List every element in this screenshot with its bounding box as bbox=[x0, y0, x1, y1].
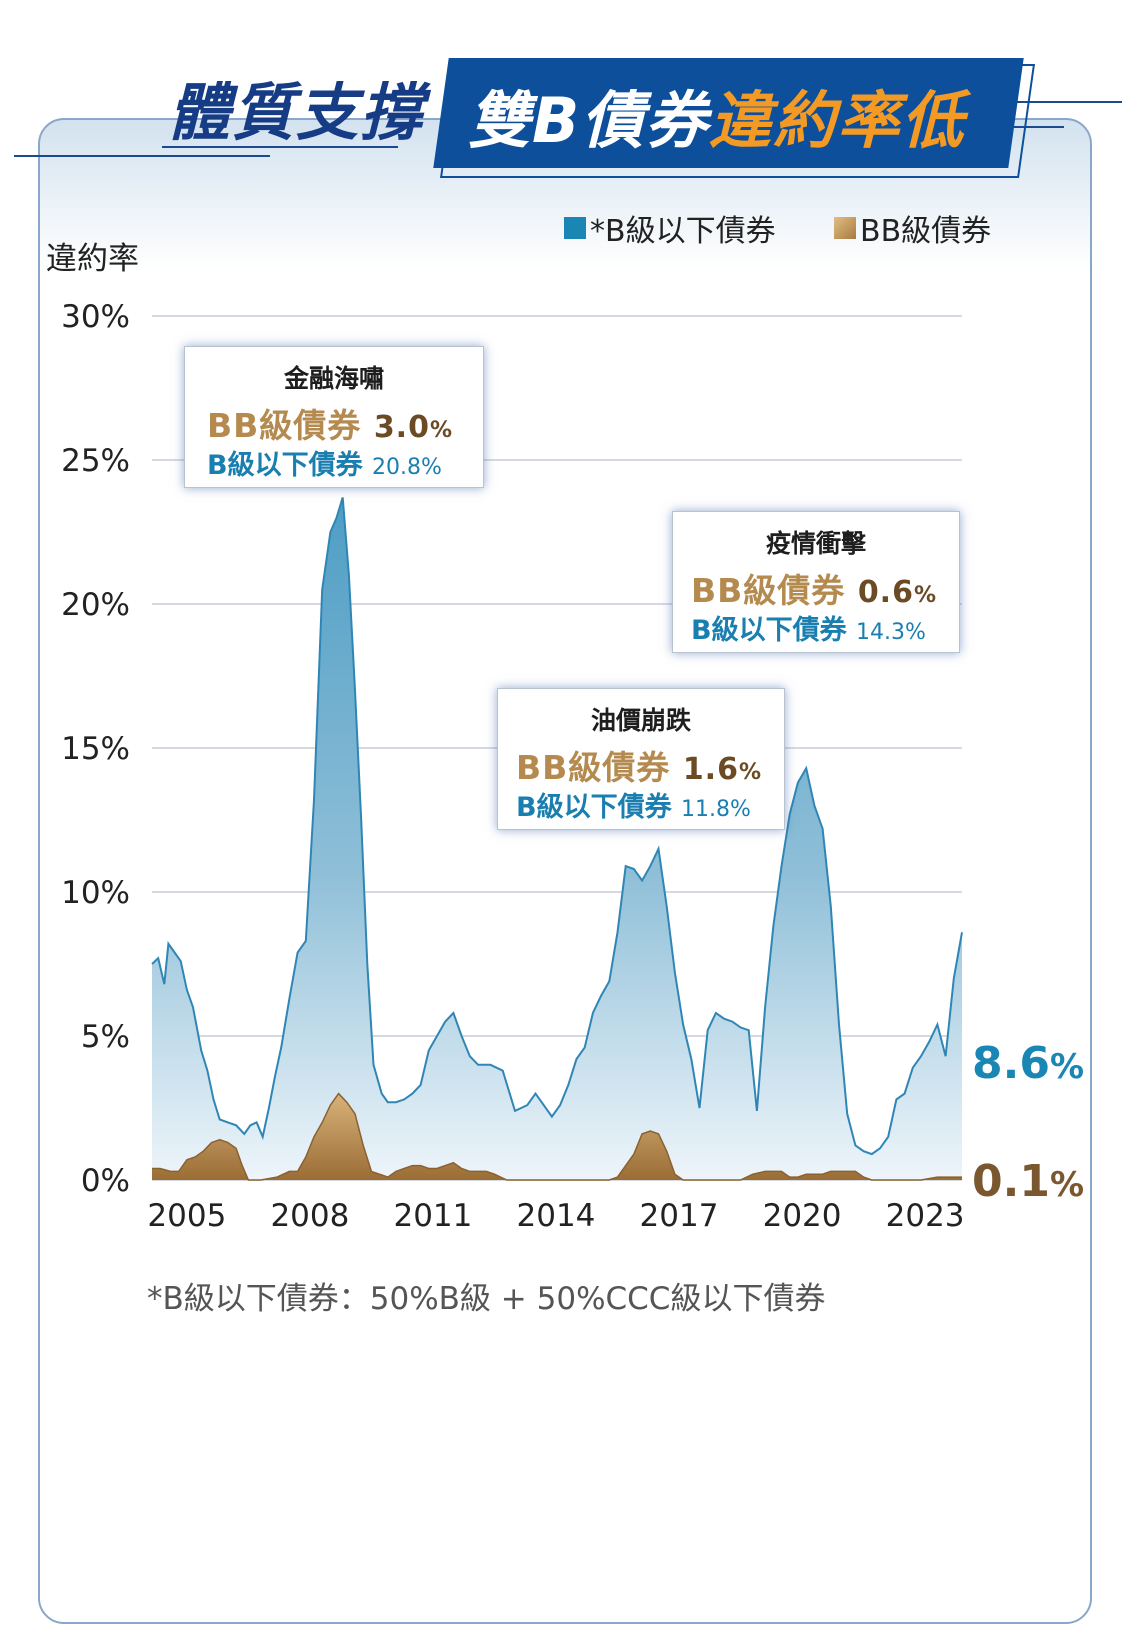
title-left: 體質支撐 bbox=[168, 76, 425, 149]
annotation-bb-unit: % bbox=[429, 418, 454, 443]
annotation-bb-unit: % bbox=[738, 760, 763, 785]
title-underline-left bbox=[162, 146, 398, 148]
footnote: *B級以下債券：50%B級 + 50%CCC級以下債券 bbox=[147, 1281, 826, 1317]
title-rule-right-1 bbox=[1004, 101, 1122, 103]
series-b-line bbox=[151, 497, 963, 1156]
annotation-b-line: B級以下債券 20.8% bbox=[207, 443, 442, 482]
annotation-bb-line: BB級債券 3.0% bbox=[207, 399, 453, 447]
y-tick-label: 10% bbox=[61, 875, 130, 911]
end-label-b: 8.6% bbox=[972, 1038, 1084, 1089]
title-right-white: 雙B債券 bbox=[468, 84, 710, 157]
annotation-title: 油價崩跌 bbox=[590, 706, 691, 735]
annotation-b-label: B級以下債券 bbox=[691, 615, 847, 646]
title-rule-left bbox=[14, 155, 270, 157]
end-label-b-unit: % bbox=[1049, 1047, 1085, 1087]
annotation-oil-crash: 油價崩跌 BB級債券 1.6% B級以下債券 11.8% bbox=[497, 688, 785, 830]
annotation-bb-label: BB級債券 bbox=[516, 748, 671, 787]
series-b-area bbox=[152, 497, 962, 1180]
annotation-bb-value: 1.6 bbox=[682, 752, 739, 787]
x-tick-label: 2017 bbox=[640, 1198, 719, 1234]
x-tick-label: 2011 bbox=[393, 1198, 472, 1234]
x-tick-label: 2008 bbox=[270, 1198, 349, 1234]
annotation-b-value: 14.3% bbox=[856, 620, 926, 645]
y-tick-label: 25% bbox=[61, 443, 130, 479]
end-label-bb: 0.1% bbox=[972, 1156, 1084, 1207]
annotation-bb-value: 3.0 bbox=[373, 410, 430, 445]
legend-b: *B級以下債券 bbox=[564, 206, 776, 250]
annotation-bb-value: 0.6 bbox=[857, 575, 914, 610]
annotation-pandemic: 疫情衝擊 BB級債券 0.6% B級以下債券 14.3% bbox=[672, 511, 960, 653]
annotation-b-value: 20.8% bbox=[372, 455, 442, 480]
series-bb-area bbox=[152, 1093, 962, 1180]
legend-bb: BB級債券 bbox=[834, 206, 991, 250]
x-tick-label: 2014 bbox=[517, 1198, 596, 1234]
title-right-orange: 違約率低 bbox=[709, 84, 966, 157]
annotation-bb-line: BB級債券 0.6% bbox=[691, 564, 937, 612]
end-label-bb-value: 0.1 bbox=[972, 1156, 1050, 1207]
annotation-financial-crisis: 金融海嘯 BB級債券 3.0% B級以下債券 20.8% bbox=[184, 346, 484, 488]
y-tick-label: 5% bbox=[81, 1019, 130, 1055]
annotation-bb-unit: % bbox=[913, 583, 938, 608]
annotation-title: 金融海嘯 bbox=[283, 364, 384, 393]
annotation-b-line: B級以下債券 14.3% bbox=[691, 608, 926, 647]
y-tick-label: 0% bbox=[81, 1163, 130, 1199]
legend-bb-label: BB級債券 bbox=[860, 214, 992, 249]
x-tick-label: 2020 bbox=[763, 1198, 842, 1234]
annotation-title: 疫情衝擊 bbox=[765, 529, 866, 558]
y-tick-label: 15% bbox=[61, 731, 130, 767]
legend-bb-swatch bbox=[834, 217, 856, 239]
annotation-b-line: B級以下債券 11.8% bbox=[516, 785, 751, 824]
legend-b-label: *B級以下債券 bbox=[590, 214, 776, 249]
title-right: 雙B債券違約率低 bbox=[468, 70, 965, 160]
y-tick-label: 20% bbox=[61, 587, 130, 623]
y-tick-label: 30% bbox=[61, 299, 130, 335]
annotation-bb-label: BB級債券 bbox=[207, 406, 362, 445]
annotation-b-label: B級以下債券 bbox=[207, 450, 363, 481]
end-label-bb-unit: % bbox=[1049, 1165, 1085, 1205]
annotation-bb-line: BB級債券 1.6% bbox=[516, 741, 762, 789]
x-tick-label: 2005 bbox=[147, 1198, 226, 1234]
annotation-bb-label: BB級債券 bbox=[691, 571, 846, 610]
y-axis-label: 違約率 bbox=[46, 241, 139, 277]
annotation-b-label: B級以下債券 bbox=[516, 792, 672, 823]
title-rule-right-2 bbox=[1004, 126, 1064, 128]
series-bb-line bbox=[152, 1092, 962, 1181]
end-label-b-value: 8.6 bbox=[972, 1038, 1050, 1089]
legend-b-swatch bbox=[564, 217, 586, 239]
annotation-b-value: 11.8% bbox=[681, 797, 751, 822]
x-tick-label: 2023 bbox=[886, 1198, 965, 1234]
